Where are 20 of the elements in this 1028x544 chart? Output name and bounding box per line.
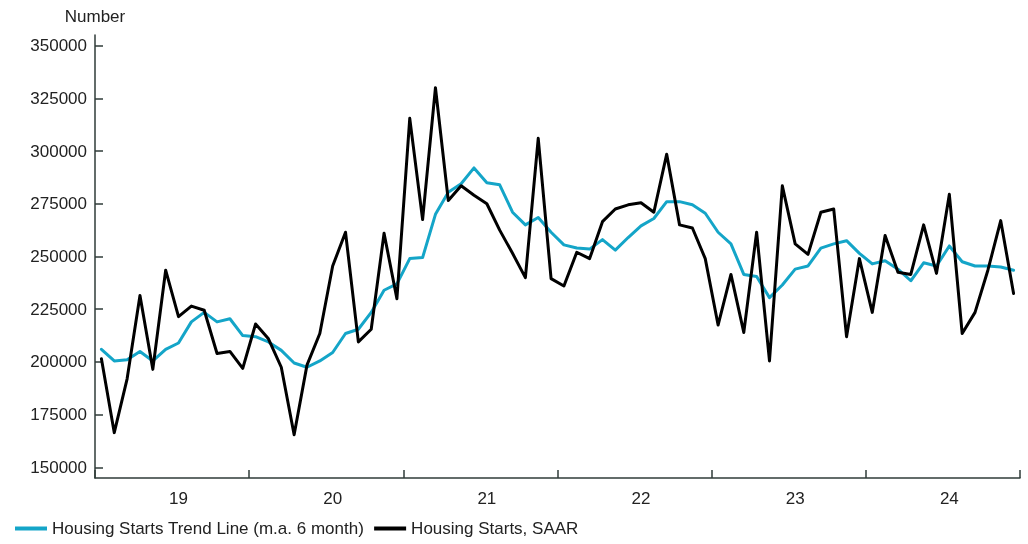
legend-label: Housing Starts, SAAR [411, 519, 579, 538]
y-tick-label: 150000 [30, 457, 87, 477]
x-tick-label: 19 [169, 489, 188, 508]
line-series [99, 166, 1016, 369]
y-tick-label: 300000 [30, 141, 87, 161]
y-tick-label: 350000 [30, 36, 87, 56]
y-tick-label: 225000 [30, 299, 87, 319]
x-tick-label: 21 [477, 489, 497, 508]
y-tick-label: 175000 [30, 405, 87, 425]
y-tick-label: 325000 [30, 88, 87, 108]
x-tick-label: 24 [939, 489, 959, 508]
x-tick-label: 22 [631, 489, 651, 508]
line-series [99, 86, 1016, 437]
x-tick-label: 23 [785, 489, 805, 508]
legend-label: Housing Starts Trend Line (m.a. 6 month) [52, 519, 364, 538]
y-tick-label: 250000 [30, 247, 87, 266]
x-tick-label: 20 [323, 489, 343, 508]
y-tick-label: 275000 [30, 194, 87, 214]
y-tick-label: 200000 [30, 352, 87, 372]
y-axis-title: Number [64, 7, 126, 26]
